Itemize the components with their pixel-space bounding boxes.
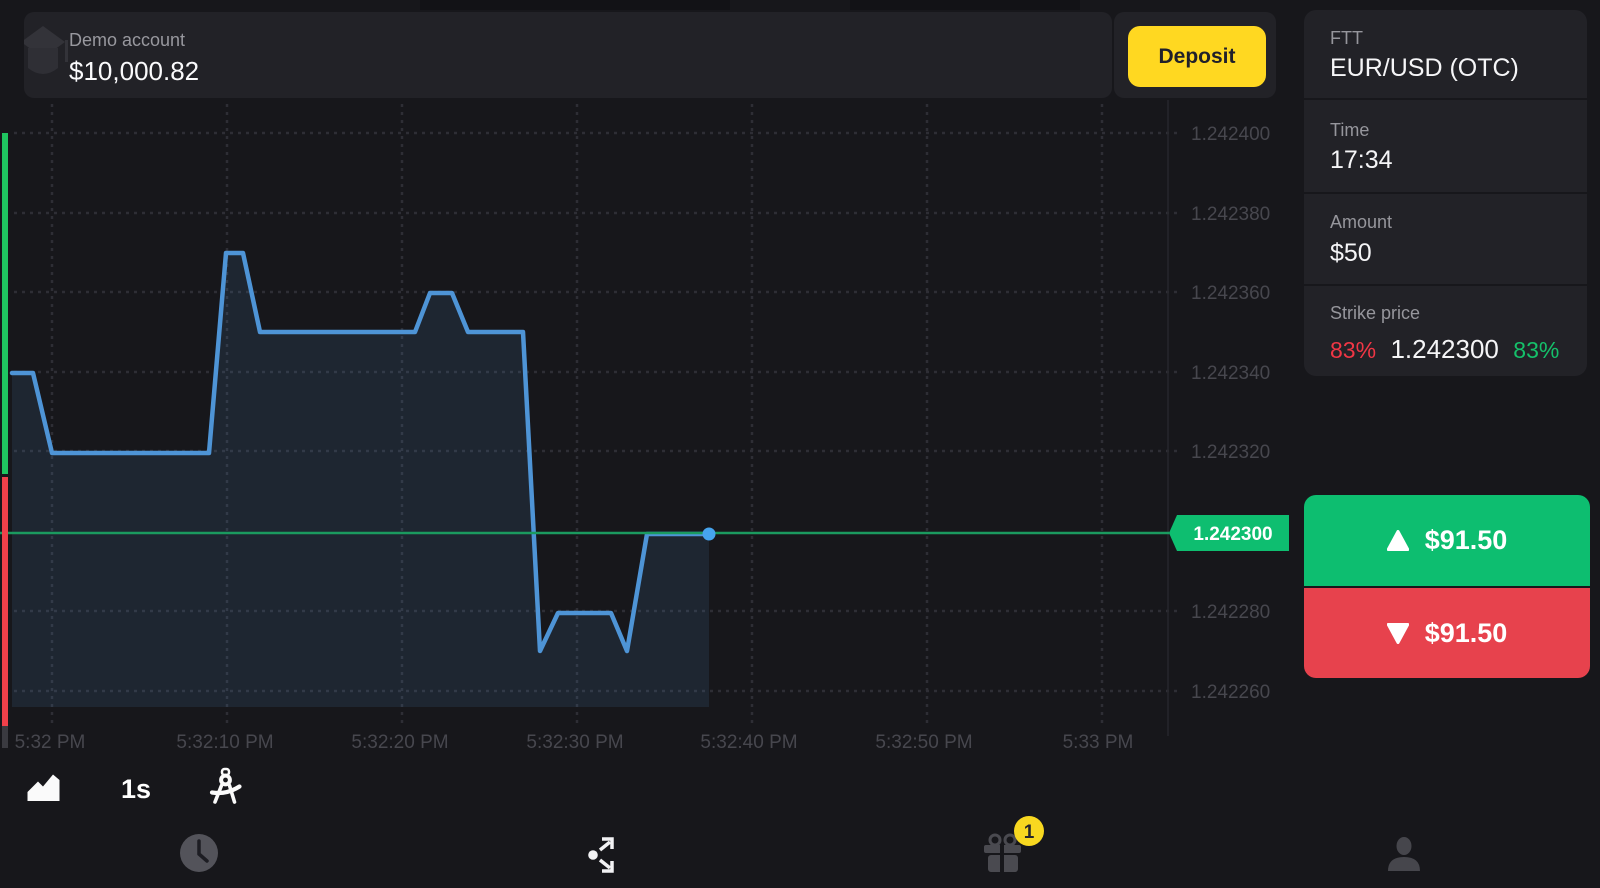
svg-text:5:32:30 PM: 5:32:30 PM — [526, 732, 623, 753]
svg-text:5:32:50 PM: 5:32:50 PM — [875, 732, 972, 753]
svg-text:1.242400: 1.242400 — [1191, 124, 1270, 145]
svg-text:1.242320: 1.242320 — [1191, 442, 1270, 463]
svg-text:1.242300: 1.242300 — [1193, 524, 1272, 545]
svg-text:1.242360: 1.242360 — [1191, 283, 1270, 304]
svg-text:1.242380: 1.242380 — [1191, 204, 1270, 225]
svg-text:5:32:40 PM: 5:32:40 PM — [700, 732, 797, 753]
svg-text:1: 1 — [1024, 822, 1035, 843]
svg-text:5:32 PM: 5:32 PM — [15, 732, 86, 753]
svg-text:1s: 1s — [121, 774, 151, 804]
svg-text:1.242280: 1.242280 — [1191, 602, 1270, 623]
svg-text:1.242340: 1.242340 — [1191, 363, 1270, 384]
svg-text:5:32:10 PM: 5:32:10 PM — [176, 732, 273, 753]
svg-text:5:32:20 PM: 5:32:20 PM — [351, 732, 448, 753]
svg-text:5:33 PM: 5:33 PM — [1063, 732, 1134, 753]
svg-text:1.242260: 1.242260 — [1191, 682, 1270, 703]
